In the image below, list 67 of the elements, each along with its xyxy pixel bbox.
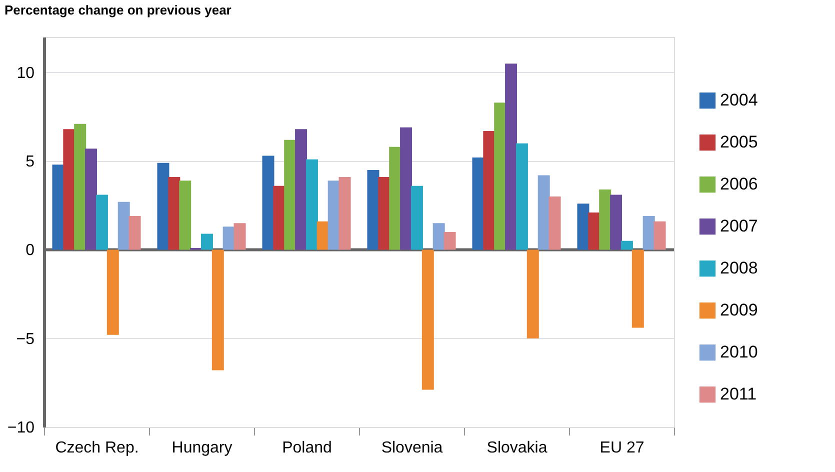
x-tick-label: Slovakia — [486, 440, 548, 456]
legend-label: 2009 — [720, 300, 758, 320]
x-tick-label: EU 27 — [600, 440, 644, 456]
bar — [200, 234, 213, 250]
bar — [262, 156, 274, 250]
bar — [316, 221, 329, 250]
bar — [306, 159, 318, 250]
bar — [472, 158, 484, 250]
bar — [432, 223, 445, 250]
bar — [400, 127, 412, 250]
y-axis-title: Percentage change on previous year — [4, 2, 232, 18]
bar — [588, 212, 600, 250]
bar — [128, 216, 141, 250]
bar — [654, 221, 666, 250]
y-tick-label: −10 — [7, 420, 35, 436]
y-tick-label: 10 — [16, 64, 35, 82]
bar — [538, 175, 550, 250]
x-tick-label: Slovenia — [381, 440, 443, 456]
bar — [85, 148, 98, 250]
bar — [610, 194, 622, 250]
bar — [179, 180, 192, 250]
bar — [212, 250, 224, 370]
bar — [444, 232, 456, 250]
bar — [106, 250, 119, 335]
bar — [422, 250, 434, 390]
legend-label: 2011 — [720, 384, 757, 404]
bar — [338, 177, 351, 250]
bar — [599, 189, 612, 250]
bar — [642, 216, 655, 250]
x-tick-label: Hungary — [172, 440, 232, 456]
bar — [389, 146, 402, 250]
bar — [505, 64, 518, 250]
legend-label: 2007 — [720, 216, 758, 236]
bar — [367, 170, 380, 250]
bar — [620, 240, 633, 250]
bar — [52, 164, 64, 250]
bar — [157, 162, 170, 250]
bar — [632, 250, 644, 328]
bar — [284, 140, 296, 250]
bar — [378, 177, 390, 250]
bar — [516, 143, 528, 250]
bar — [526, 250, 539, 338]
bar — [168, 177, 180, 250]
bar — [548, 196, 561, 250]
legend-label: 2004 — [720, 90, 758, 110]
y-tick-label: 0 — [26, 242, 35, 260]
bar — [63, 129, 76, 250]
bar — [273, 186, 286, 250]
y-tick-label: 5 — [26, 154, 35, 171]
bar — [222, 226, 235, 250]
bar — [74, 124, 86, 250]
bar — [410, 186, 423, 250]
x-tick-label: Poland — [282, 440, 332, 456]
legend-label: 2010 — [720, 342, 758, 362]
bar — [328, 180, 340, 250]
bar — [494, 102, 506, 250]
legend-label: 2005 — [720, 132, 758, 152]
bar — [295, 129, 308, 250]
x-tick-label: Czech Rep. — [55, 440, 139, 456]
bar — [118, 202, 130, 250]
bar — [234, 223, 246, 250]
bar — [483, 130, 496, 250]
bar — [577, 204, 590, 250]
legend-label: 2008 — [720, 258, 758, 278]
y-tick-label: −5 — [16, 330, 35, 348]
bar — [96, 194, 108, 250]
legend-label: 2006 — [720, 174, 758, 194]
